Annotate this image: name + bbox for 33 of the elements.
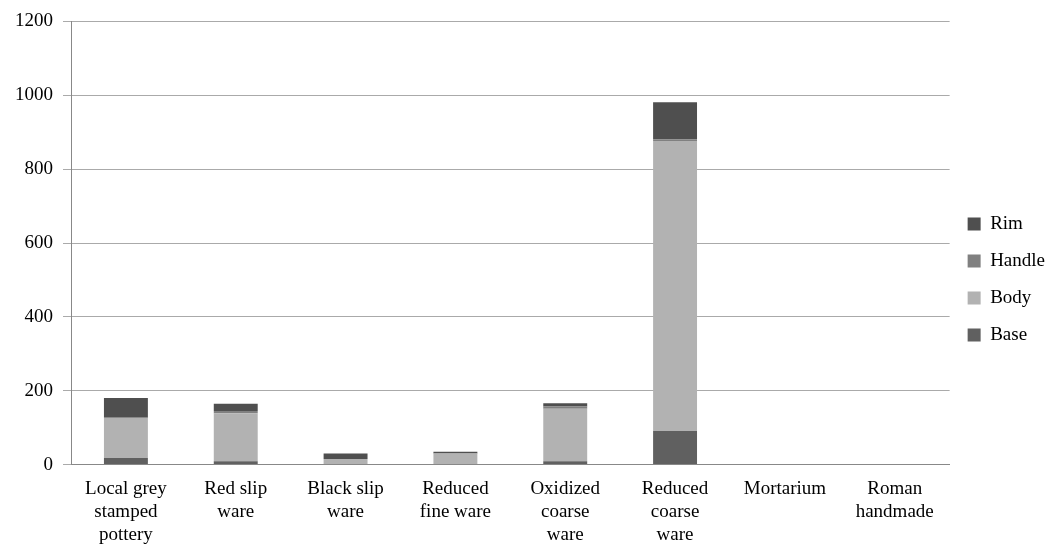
y-tick-label: 0 <box>43 452 53 474</box>
x-tick-label: Oxidized coarse ware <box>530 476 601 544</box>
y-tick-label: 400 <box>24 304 53 326</box>
bar <box>213 461 258 465</box>
bar <box>433 453 478 465</box>
x-tick-label: Local grey stamped pottery <box>85 476 168 544</box>
x-tick-label: Roman handmade <box>855 476 934 521</box>
bar <box>213 403 258 412</box>
bar <box>103 417 148 458</box>
bar <box>213 411 258 414</box>
bar <box>543 461 588 465</box>
legend-label: Handle <box>990 248 1046 270</box>
y-tick-label: 800 <box>24 157 53 179</box>
bar <box>103 457 148 465</box>
bar <box>653 430 698 465</box>
bar <box>653 102 698 140</box>
y-tick-label: 600 <box>24 230 53 252</box>
legend-label: Rim <box>990 211 1024 233</box>
bar <box>323 459 368 465</box>
legend-label: Body <box>990 285 1032 307</box>
bar <box>213 413 258 462</box>
x-tick-label: Mortarium <box>743 476 827 498</box>
y-tick-label: 200 <box>24 378 53 400</box>
x-tick-label: Red slip ware <box>204 476 268 521</box>
legend-label: Base <box>990 322 1028 344</box>
bar <box>543 408 588 462</box>
bar <box>323 453 368 460</box>
x-tick-label: Reduced coarse ware <box>641 476 709 544</box>
bar <box>103 398 148 418</box>
y-tick-label: 1200 <box>15 9 53 31</box>
x-tick-label: Reduced fine ware <box>419 476 492 521</box>
y-tick-label: 1000 <box>15 83 53 105</box>
x-tick-label: Black slip ware <box>307 476 384 521</box>
